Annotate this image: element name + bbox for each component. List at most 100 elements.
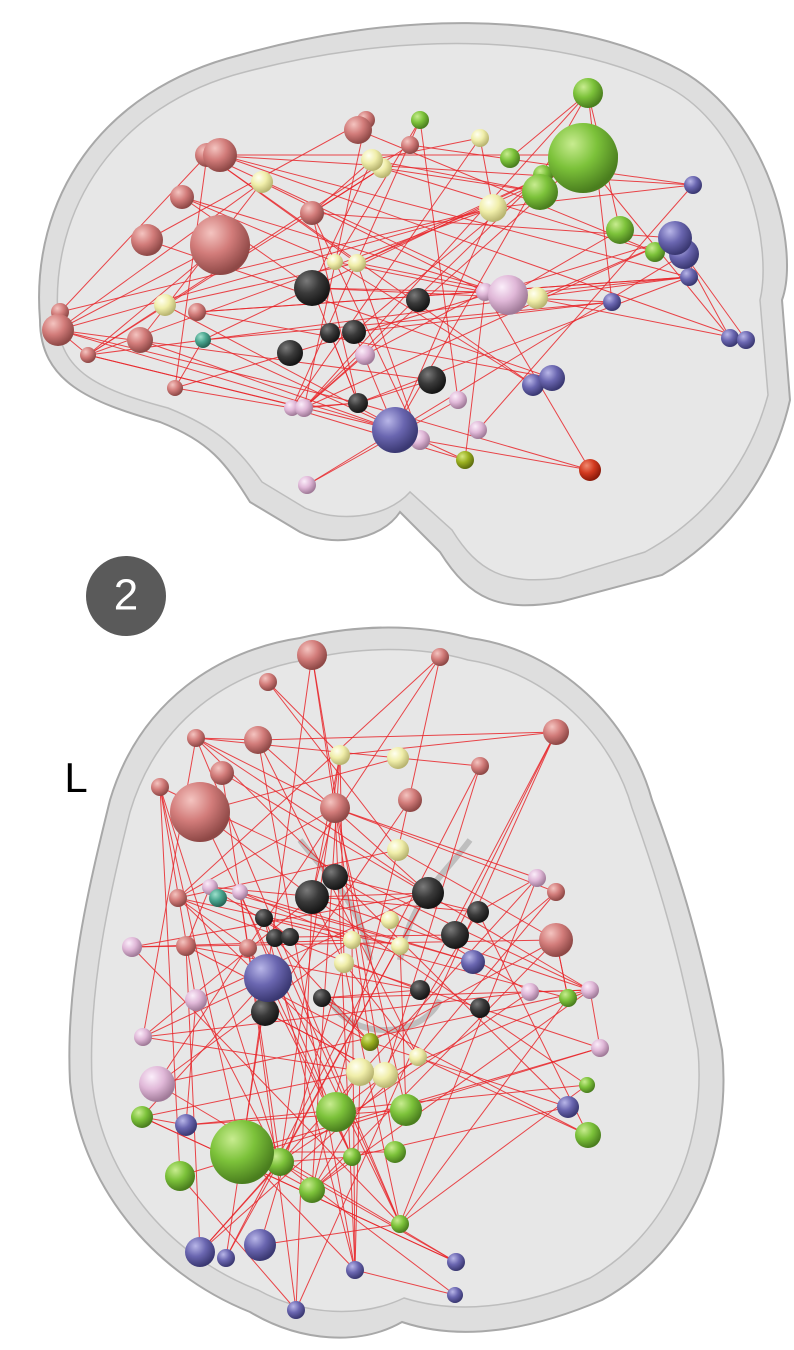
node bbox=[418, 366, 446, 394]
node bbox=[295, 880, 329, 914]
node bbox=[232, 884, 248, 900]
node bbox=[575, 1122, 601, 1148]
node bbox=[154, 294, 176, 316]
node bbox=[603, 293, 621, 311]
node bbox=[469, 421, 487, 439]
node bbox=[372, 1062, 398, 1088]
node bbox=[467, 901, 489, 923]
node bbox=[170, 185, 194, 209]
node bbox=[343, 1148, 361, 1166]
node bbox=[591, 1039, 609, 1057]
node bbox=[295, 399, 313, 417]
node bbox=[322, 864, 348, 890]
node bbox=[456, 451, 474, 469]
node bbox=[680, 268, 698, 286]
node bbox=[131, 224, 163, 256]
node bbox=[548, 123, 618, 193]
node bbox=[327, 254, 343, 270]
node bbox=[384, 1141, 406, 1163]
node bbox=[175, 1114, 197, 1136]
node bbox=[259, 673, 277, 691]
node bbox=[42, 314, 74, 346]
node bbox=[167, 380, 183, 396]
node bbox=[139, 1066, 175, 1102]
node bbox=[470, 998, 490, 1018]
page: {"panel_badge": "2", "orientation_label"… bbox=[0, 0, 794, 1350]
node bbox=[581, 981, 599, 999]
node bbox=[521, 983, 539, 1001]
node bbox=[606, 216, 634, 244]
node bbox=[559, 989, 577, 1007]
node bbox=[500, 148, 520, 168]
node bbox=[210, 761, 234, 785]
panel-badge: 2 bbox=[114, 571, 138, 620]
node bbox=[151, 778, 169, 796]
node bbox=[244, 1229, 276, 1261]
node bbox=[190, 215, 250, 275]
node bbox=[471, 129, 489, 147]
node bbox=[251, 998, 279, 1026]
node bbox=[449, 391, 467, 409]
node bbox=[316, 1092, 356, 1132]
node bbox=[479, 194, 507, 222]
node bbox=[330, 745, 350, 765]
node bbox=[721, 329, 739, 347]
node bbox=[409, 1048, 427, 1066]
node bbox=[344, 116, 372, 144]
node bbox=[176, 936, 196, 956]
node bbox=[431, 648, 449, 666]
node bbox=[346, 1058, 374, 1086]
node bbox=[255, 909, 273, 927]
node bbox=[401, 136, 419, 154]
node bbox=[342, 320, 366, 344]
node bbox=[127, 327, 153, 353]
node bbox=[461, 950, 485, 974]
node bbox=[579, 459, 601, 481]
node bbox=[298, 476, 316, 494]
node bbox=[391, 1215, 409, 1233]
node bbox=[406, 288, 430, 312]
node bbox=[539, 365, 565, 391]
node bbox=[210, 1120, 274, 1184]
node bbox=[361, 149, 383, 171]
node bbox=[547, 883, 565, 901]
node bbox=[165, 1161, 195, 1191]
node bbox=[320, 323, 340, 343]
node bbox=[170, 782, 230, 842]
node bbox=[573, 78, 603, 108]
node bbox=[299, 1177, 325, 1203]
node bbox=[526, 287, 548, 309]
node bbox=[410, 980, 430, 1000]
node bbox=[195, 332, 211, 348]
node bbox=[522, 174, 558, 210]
node bbox=[294, 270, 330, 306]
node bbox=[80, 347, 96, 363]
node bbox=[528, 869, 546, 887]
node bbox=[412, 877, 444, 909]
node bbox=[441, 921, 469, 949]
node bbox=[244, 954, 292, 1002]
node bbox=[297, 640, 327, 670]
node bbox=[361, 1033, 379, 1051]
node bbox=[122, 937, 142, 957]
node bbox=[343, 931, 361, 949]
node bbox=[387, 839, 409, 861]
node bbox=[658, 221, 692, 255]
node bbox=[188, 303, 206, 321]
node bbox=[579, 1077, 595, 1093]
node bbox=[471, 757, 489, 775]
node bbox=[239, 939, 257, 957]
node bbox=[334, 953, 354, 973]
node bbox=[390, 1094, 422, 1126]
node bbox=[539, 923, 573, 957]
node bbox=[488, 275, 528, 315]
node bbox=[244, 726, 272, 754]
node bbox=[543, 719, 569, 745]
node bbox=[287, 1301, 305, 1319]
node bbox=[387, 747, 409, 769]
node bbox=[313, 989, 331, 1007]
node bbox=[391, 937, 409, 955]
node bbox=[348, 254, 366, 272]
node bbox=[346, 1261, 364, 1279]
node bbox=[185, 989, 207, 1011]
